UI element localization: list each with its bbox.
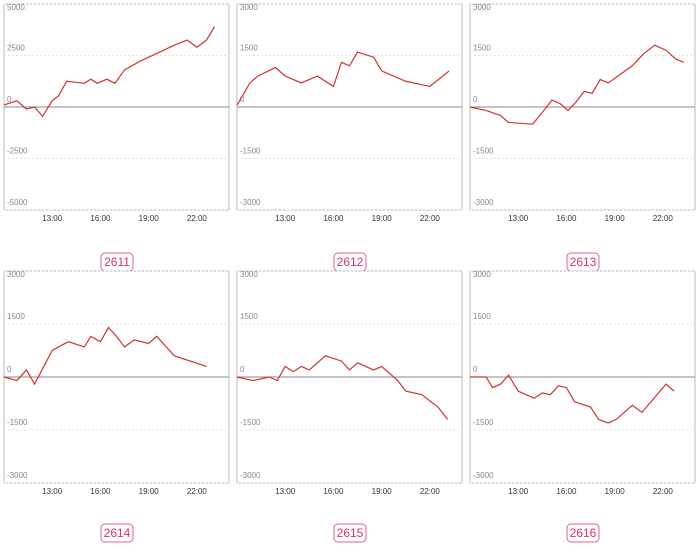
y-tick-label: -3000 <box>473 198 494 207</box>
y-tick-label: 3000 <box>473 3 491 12</box>
series-line <box>3 326 207 386</box>
x-tick-label: 22:00 <box>420 487 441 496</box>
chart-title: 2611 <box>104 255 130 269</box>
y-tick-label: 1500 <box>240 312 258 321</box>
series-line <box>3 26 216 118</box>
x-tick-label: 13:00 <box>275 214 296 223</box>
x-tick-label: 13:00 <box>508 214 529 223</box>
y-tick-label: -1500 <box>240 418 261 427</box>
chart-title: 2614 <box>104 526 131 540</box>
series-line <box>469 44 684 125</box>
y-tick-label: -3000 <box>473 471 494 480</box>
chart-title: 2613 <box>570 255 597 269</box>
x-tick-label: 22:00 <box>653 214 674 223</box>
x-tick-label: 19:00 <box>605 214 626 223</box>
x-tick-label: 19:00 <box>139 214 160 223</box>
x-tick-label: 16:00 <box>90 214 111 223</box>
y-tick-label: -3000 <box>240 198 261 207</box>
y-tick-label: 5000 <box>7 3 25 12</box>
y-tick-label: 3000 <box>473 270 491 279</box>
x-tick-label: 16:00 <box>323 214 344 223</box>
y-tick-label: 3000 <box>7 270 25 279</box>
x-tick-label: 16:00 <box>90 487 111 496</box>
y-tick-label: -1500 <box>473 147 494 156</box>
y-tick-label: 1500 <box>7 312 25 321</box>
x-tick-label: 19:00 <box>605 487 626 496</box>
title-badge <box>566 523 600 543</box>
y-tick-label: -1500 <box>7 418 28 427</box>
x-tick-label: 19:00 <box>372 214 393 223</box>
x-tick-label: 22:00 <box>420 214 441 223</box>
x-tick-label: 22:00 <box>187 214 208 223</box>
x-tick-label: 13:00 <box>42 487 63 496</box>
y-tick-label: 0 <box>473 365 478 374</box>
series-line <box>236 51 450 106</box>
y-tick-label: 1500 <box>240 44 258 53</box>
y-tick-label: 0 <box>240 365 245 374</box>
y-tick-label: 0 <box>7 95 12 104</box>
chart-title: 2615 <box>337 526 364 540</box>
y-tick-label: -1500 <box>240 147 261 156</box>
chart-title: 2612 <box>337 255 364 269</box>
series-line <box>236 355 449 420</box>
y-tick-label: 3000 <box>240 3 258 12</box>
y-tick-label: 1500 <box>473 44 491 53</box>
x-tick-label: 13:00 <box>508 487 529 496</box>
x-tick-label: 22:00 <box>187 487 208 496</box>
x-tick-label: 13:00 <box>42 214 63 223</box>
y-tick-label: 2500 <box>7 44 25 53</box>
y-tick-label: -2500 <box>7 147 28 156</box>
x-tick-label: 16:00 <box>556 487 577 496</box>
x-tick-label: 19:00 <box>372 487 393 496</box>
chart-title: 2616 <box>570 526 597 540</box>
y-tick-label: 1500 <box>473 312 491 321</box>
series-line <box>470 374 675 424</box>
x-tick-label: 16:00 <box>323 487 344 496</box>
x-tick-label: 22:00 <box>653 487 674 496</box>
y-tick-label: 0 <box>7 365 12 374</box>
y-tick-label: -3000 <box>7 471 28 480</box>
title-badge <box>333 523 367 543</box>
y-tick-label: 0 <box>240 95 245 104</box>
y-tick-label: 0 <box>473 95 478 104</box>
x-tick-label: 19:00 <box>139 487 160 496</box>
title-badge <box>100 523 134 543</box>
y-tick-label: -3000 <box>240 471 261 480</box>
x-tick-label: 13:00 <box>275 487 296 496</box>
x-tick-label: 16:00 <box>556 214 577 223</box>
y-tick-label: 3000 <box>240 270 258 279</box>
y-tick-label: -5000 <box>7 198 28 207</box>
y-tick-label: -1500 <box>473 418 494 427</box>
